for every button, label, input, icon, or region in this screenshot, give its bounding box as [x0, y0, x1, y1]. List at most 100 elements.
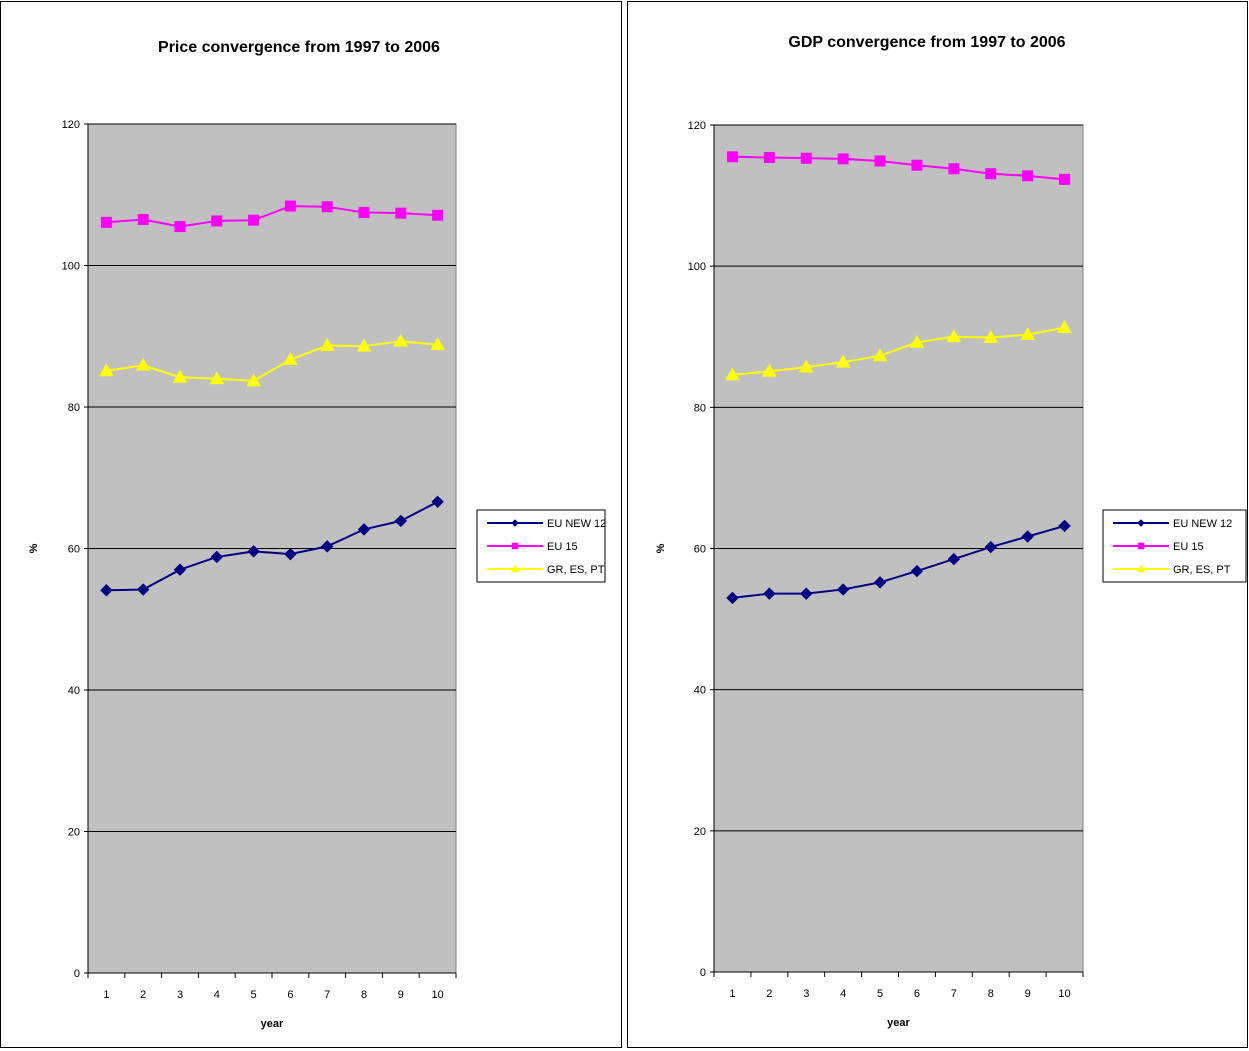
data-point: [1058, 519, 1071, 533]
legend: EU NEW 12 EU 15 GR, ES, PT: [476, 509, 606, 583]
series-2: [726, 151, 1071, 185]
series-3: [99, 333, 445, 387]
series-line: [106, 205, 438, 228]
data-point: [431, 495, 444, 509]
data-point: [358, 206, 370, 218]
data-point: [909, 334, 925, 348]
data-point: [99, 363, 114, 377]
x-tick-label: 5: [251, 989, 257, 1001]
data-point: [725, 367, 740, 381]
series-2: [100, 200, 444, 233]
x-tick-label: 4: [214, 989, 220, 1001]
gdp-convergence-chart: GDP convergence from 1997 to 2006 0 20 40 60…: [627, 1, 1248, 1048]
series-line: [732, 155, 1065, 181]
data-point: [319, 337, 335, 351]
y-axis-label: %: [28, 543, 40, 553]
data-point: [763, 151, 775, 163]
x-tick-label: 10: [431, 989, 443, 1001]
x-tick-label: 9: [398, 989, 404, 1001]
data-point: [836, 583, 850, 596]
data-point: [247, 545, 260, 558]
data-point: [174, 221, 186, 233]
data-point: [983, 329, 999, 343]
data-point: [798, 359, 814, 373]
legend-marker: [511, 542, 519, 550]
data-point: [910, 564, 924, 578]
legend-label: EU NEW 12: [547, 518, 606, 530]
legend-marker: [511, 519, 519, 527]
legend-label: GR, ES, PT: [547, 564, 605, 576]
x-tick-label: 3: [803, 988, 809, 1000]
data-point: [284, 200, 296, 212]
x-tick-label: 6: [914, 988, 920, 1000]
data-point: [136, 583, 150, 596]
data-point: [763, 587, 776, 600]
data-point: [173, 563, 187, 576]
legend-label: EU 15: [547, 541, 578, 553]
data-point: [209, 371, 225, 385]
data-point: [246, 373, 261, 387]
data-point: [948, 163, 960, 175]
legend-marker: [1137, 542, 1145, 550]
y-tick-label: 80: [694, 402, 706, 414]
x-tick-label: 6: [287, 989, 293, 1001]
data-point: [172, 369, 188, 383]
data-point: [946, 329, 962, 343]
data-point: [800, 152, 812, 164]
data-point: [837, 153, 849, 165]
series-line: [106, 340, 438, 382]
y-tick-label: 60: [68, 544, 80, 556]
data-point: [947, 552, 961, 566]
data-point: [726, 591, 739, 605]
legend-marker: [1136, 564, 1146, 573]
x-axis-label: year: [887, 1017, 910, 1029]
data-point: [984, 540, 997, 554]
series-1: [100, 495, 444, 597]
data-point: [873, 576, 887, 589]
y-tick-label: 120: [688, 120, 706, 132]
price-convergence-chart: Price convergence from 1997 to 2006 0 20 40…: [0, 1, 622, 1048]
data-point: [872, 348, 888, 362]
series-3: [725, 320, 1072, 381]
y-tick-label: 40: [68, 685, 80, 697]
data-point: [430, 337, 445, 351]
data-point: [1022, 170, 1034, 182]
y-tick-label: 0: [74, 968, 80, 980]
x-tick-label: 8: [988, 988, 994, 1000]
data-point: [395, 207, 407, 219]
data-point: [320, 540, 334, 553]
data-point: [835, 354, 851, 368]
price-convergence-svg: Price convergence from 1997 to 2006 0 20 40…: [28, 39, 606, 1030]
data-point: [135, 357, 151, 371]
series-line: [106, 500, 439, 592]
y-tick-label: 120: [62, 119, 80, 131]
x-tick-label: 1: [729, 988, 735, 1000]
data-point: [1020, 327, 1036, 341]
x-tick-label: 3: [177, 989, 183, 1001]
x-tick-label: 1: [103, 989, 109, 1001]
chart-title: GDP convergence from 1997 to 2006: [788, 34, 1065, 51]
data-point: [394, 514, 408, 528]
gdp-convergence-svg: GDP convergence from 1997 to 2006 0 20 40 60…: [655, 34, 1247, 1029]
data-point: [761, 363, 777, 377]
data-point: [393, 333, 409, 347]
x-axis-label: year: [261, 1018, 284, 1030]
data-point: [283, 352, 298, 365]
data-point: [211, 215, 223, 227]
chart-title: Price convergence from 1997 to 2006: [158, 39, 440, 56]
data-point: [356, 338, 372, 352]
y-tick-label: 40: [694, 685, 706, 697]
data-point: [137, 214, 149, 226]
y-tick-label: 0: [700, 967, 706, 979]
x-tick-label: 8: [361, 989, 367, 1001]
data-point: [1059, 173, 1071, 185]
legend-marker: [510, 564, 520, 573]
legend-label: EU 15: [1173, 541, 1204, 553]
y-tick-label: 20: [694, 826, 706, 838]
data-point: [911, 159, 923, 171]
y-tick-label: 80: [68, 402, 80, 414]
legend: EU NEW 12 EU 15 GR, ES, PT: [1102, 509, 1247, 583]
data-point: [100, 216, 112, 228]
data-point: [357, 523, 371, 536]
data-point: [1021, 530, 1034, 543]
